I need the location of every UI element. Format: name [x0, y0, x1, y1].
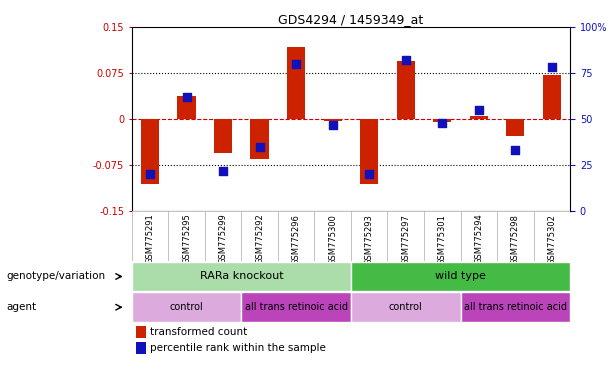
- Point: [437, 120, 447, 126]
- Point: [474, 107, 484, 113]
- Text: GSM775293: GSM775293: [365, 214, 374, 265]
- Bar: [132, 293, 242, 322]
- Title: GDS4294 / 1459349_at: GDS4294 / 1459349_at: [278, 13, 424, 26]
- Bar: [460, 293, 570, 322]
- Point: [145, 171, 155, 177]
- Bar: [214, 119, 232, 153]
- Bar: [470, 116, 488, 119]
- Bar: [360, 119, 378, 184]
- Bar: [132, 262, 351, 291]
- Bar: [433, 119, 451, 122]
- Bar: [251, 119, 268, 159]
- Point: [511, 147, 520, 154]
- Text: GSM775301: GSM775301: [438, 214, 447, 265]
- Point: [364, 171, 374, 177]
- Text: GSM775294: GSM775294: [474, 214, 483, 265]
- Text: GSM775291: GSM775291: [145, 214, 154, 265]
- Text: percentile rank within the sample: percentile rank within the sample: [150, 343, 326, 353]
- Text: genotype/variation: genotype/variation: [6, 271, 105, 281]
- Text: all trans retinoic acid: all trans retinoic acid: [245, 302, 348, 312]
- Point: [255, 144, 265, 150]
- Bar: [136, 342, 146, 354]
- Text: GSM775300: GSM775300: [328, 214, 337, 265]
- Point: [401, 57, 411, 63]
- Bar: [242, 293, 351, 322]
- Bar: [324, 119, 342, 121]
- Bar: [506, 119, 525, 136]
- Text: GSM775297: GSM775297: [402, 214, 410, 265]
- Point: [218, 167, 228, 174]
- Text: GSM775295: GSM775295: [182, 214, 191, 265]
- Text: control: control: [170, 302, 204, 312]
- Text: wild type: wild type: [435, 271, 486, 281]
- Text: RARa knockout: RARa knockout: [200, 271, 283, 281]
- Bar: [351, 262, 570, 291]
- Point: [291, 61, 301, 67]
- Text: GSM775299: GSM775299: [219, 214, 227, 265]
- Text: GSM775298: GSM775298: [511, 214, 520, 265]
- Text: all trans retinoic acid: all trans retinoic acid: [464, 302, 567, 312]
- Bar: [141, 119, 159, 184]
- Text: GSM775296: GSM775296: [292, 214, 300, 265]
- Bar: [177, 96, 196, 119]
- Bar: [287, 46, 305, 119]
- Text: agent: agent: [6, 302, 36, 312]
- Point: [328, 121, 338, 127]
- Text: GSM775302: GSM775302: [547, 214, 557, 265]
- Text: control: control: [389, 302, 422, 312]
- Point: [181, 94, 191, 100]
- Point: [547, 65, 557, 71]
- Bar: [543, 75, 561, 119]
- Bar: [397, 61, 415, 119]
- Text: transformed count: transformed count: [150, 327, 248, 337]
- Bar: [351, 293, 460, 322]
- Text: GSM775292: GSM775292: [255, 214, 264, 265]
- Bar: [136, 326, 146, 338]
